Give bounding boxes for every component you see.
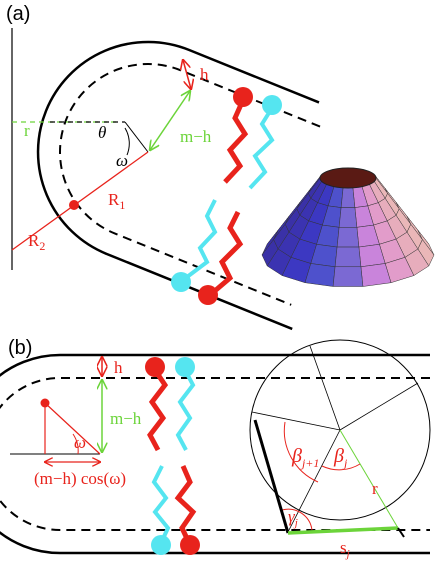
cone-face bbox=[338, 207, 358, 228]
r1-sub: 1 bbox=[119, 198, 125, 212]
cone-face bbox=[360, 263, 392, 287]
beta-base: β bbox=[333, 445, 344, 467]
cone-face bbox=[304, 263, 336, 287]
omega-label: ω bbox=[74, 433, 86, 452]
r1-base: R bbox=[108, 190, 120, 209]
cone-face bbox=[334, 246, 362, 268]
cone-face bbox=[340, 187, 356, 208]
s-sub: j bbox=[345, 548, 350, 560]
beta-label: βj bbox=[333, 445, 348, 470]
panel-label: (a) bbox=[6, 3, 30, 25]
r1-label: R1 bbox=[108, 190, 125, 212]
m-minus-h-label: m−h bbox=[180, 127, 212, 146]
beta-sub: j bbox=[342, 456, 348, 470]
cone bbox=[261, 167, 435, 287]
r2-label: R2 bbox=[28, 231, 45, 253]
h-label: h bbox=[114, 358, 123, 377]
gamma-base: γ bbox=[288, 507, 296, 526]
s-label: sj bbox=[340, 538, 350, 560]
beta-next-sub: j+1 bbox=[300, 456, 319, 470]
r2-base: R bbox=[28, 231, 40, 250]
gamma-sub: j bbox=[293, 517, 298, 529]
panel-b: (b) h m−h ω (m−h) cos(ω) βj+1 βj r γj sj bbox=[0, 337, 431, 560]
cone-opening bbox=[319, 167, 377, 189]
projection-label: (m−h) cos(ω) bbox=[34, 469, 126, 488]
panel-a: (a) h r θ ω m−h R1 R2 bbox=[6, 3, 435, 331]
panel-label: (b) bbox=[8, 337, 32, 359]
r-label: r bbox=[372, 479, 378, 498]
cone-face bbox=[336, 227, 360, 248]
h-label: h bbox=[200, 65, 209, 84]
r2-sub: 2 bbox=[39, 239, 45, 253]
cone-face bbox=[332, 266, 364, 287]
beta-next-base: β bbox=[291, 445, 302, 467]
s-base: s bbox=[340, 538, 347, 557]
m-minus-h-label: m−h bbox=[110, 409, 142, 428]
omega-label: ω bbox=[116, 151, 128, 170]
r-label: r bbox=[24, 121, 30, 140]
gamma-label: γj bbox=[288, 507, 298, 529]
theta-label: θ bbox=[98, 123, 106, 142]
beta-next-label: βj+1 bbox=[291, 445, 319, 470]
